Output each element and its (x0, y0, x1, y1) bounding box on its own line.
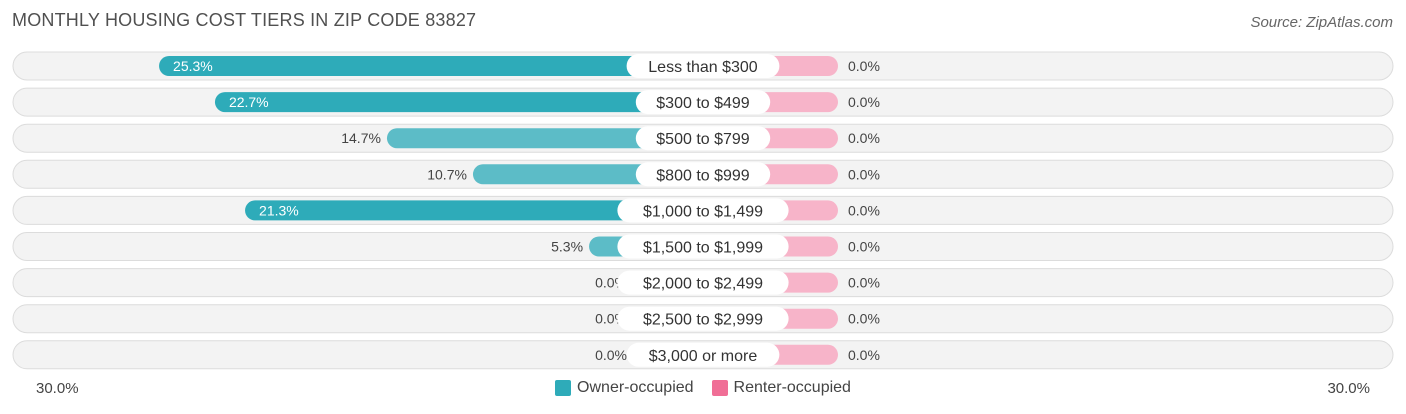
owner-value-label: 22.7% (229, 94, 269, 110)
axis-left-label: 30.0% (36, 380, 79, 397)
source-label: Source: ZipAtlas.com (1250, 14, 1393, 31)
bar-chart: 25.3% 0.0% Less than $300 22.7% 0.0% $300 to … (12, 51, 1394, 370)
renter-value-label: 0.0% (848, 275, 880, 291)
category-label: $500 to $799 (656, 131, 750, 148)
category-pill (635, 90, 771, 115)
owner-value-label: 0.0% (595, 347, 627, 363)
owner-swatch (555, 380, 572, 396)
axis-right-label: 30.0% (1327, 380, 1370, 397)
category-pill (617, 270, 789, 295)
category-pill (635, 162, 771, 187)
category-label: Less than $300 (648, 59, 758, 76)
category-label: $3,000 or more (649, 348, 758, 365)
category-pill (626, 54, 780, 78)
renter-value-label: 0.0% (848, 202, 880, 218)
owner-bar (245, 200, 704, 221)
category-label: $2,500 to $2,999 (643, 312, 763, 329)
owner-value-label: 14.7% (341, 130, 381, 146)
owner-bar (214, 92, 703, 113)
category-label: $1,500 to $1,999 (643, 240, 763, 257)
category-pill (617, 198, 789, 223)
category-pill (617, 234, 789, 259)
category-pill (626, 342, 780, 367)
category-pill (635, 126, 771, 151)
category-pill (617, 306, 789, 331)
renter-value-label: 0.0% (848, 311, 880, 327)
owner-value-label: 5.3% (551, 239, 583, 255)
owner-bar (386, 128, 703, 149)
renter-value-label: 0.0% (848, 166, 880, 182)
category-label: $300 to $499 (656, 95, 750, 112)
renter-value-label: 0.0% (848, 58, 880, 74)
chart-title: MONTHLY HOUSING COST TIERS IN ZIP CODE 8… (12, 10, 477, 30)
legend-owner: Owner-occupied (555, 379, 694, 397)
renter-value-label: 0.0% (848, 239, 880, 255)
legend-renter: Renter-occupied (711, 379, 851, 397)
renter-value-label: 0.0% (848, 347, 880, 363)
category-label: $2,000 to $2,499 (643, 276, 763, 293)
owner-value-label: 21.3% (259, 202, 299, 218)
renter-value-label: 0.0% (848, 94, 880, 110)
legend-owner-label: Owner-occupied (577, 379, 694, 396)
legend-renter-label: Renter-occupied (733, 379, 851, 396)
owner-value-label: 10.7% (427, 166, 467, 182)
owner-bar (159, 56, 704, 76)
renter-value-label: 0.0% (848, 130, 880, 146)
renter-swatch (711, 380, 728, 396)
owner-value-label: 25.3% (173, 58, 213, 74)
category-label: $800 to $999 (656, 167, 750, 184)
category-label: $1,000 to $1,499 (643, 203, 763, 220)
legend: Owner-occupied Renter-occupied (0, 379, 1406, 397)
